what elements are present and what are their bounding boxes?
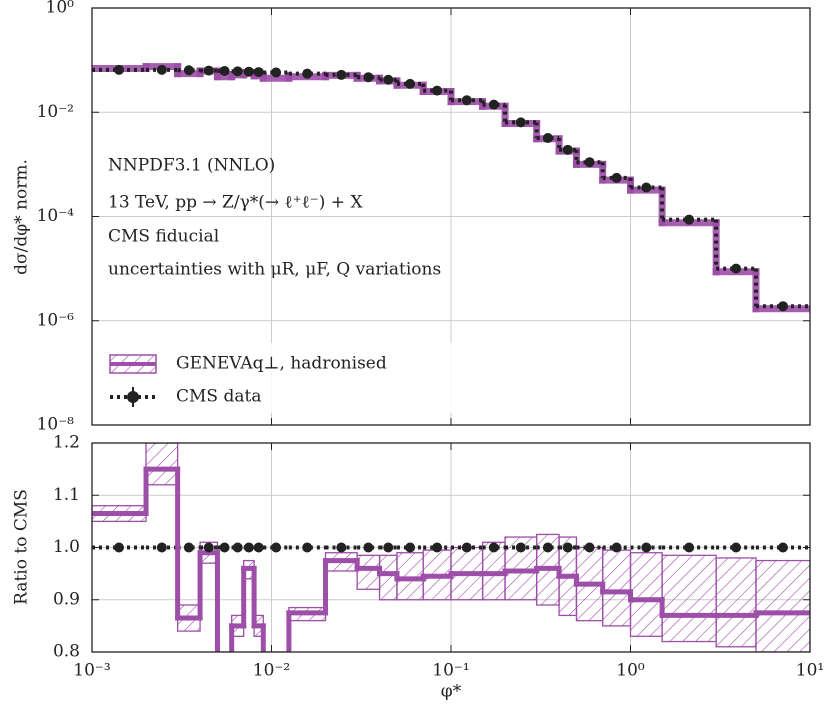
data-point [363,542,374,553]
data-point [432,85,443,96]
data-point [542,133,553,144]
data-point [684,542,695,553]
y-tick-label: 1.2 [53,433,80,453]
data-point [156,64,167,75]
upper-plot [92,8,810,425]
legend-swatch [127,391,139,403]
uncertainty-band [629,552,663,637]
data-point [383,542,394,553]
annotation: NNPDF3.1 (NNLO) [108,156,275,176]
annotation: CMS fiducial [108,227,219,247]
data-point [183,65,194,76]
uncertainty-band [216,651,233,652]
plot-frame [91,7,811,426]
x-tick-label: 10⁻³ [73,661,110,681]
data-point [731,263,742,274]
data-point [336,542,347,553]
data-point [542,542,553,553]
data-point [405,78,416,89]
data-point [461,542,472,553]
uncertainty-band [755,559,810,652]
data-point [271,67,282,78]
data-point [243,542,254,553]
legend-label: GENEVAq⊥, hadronised [176,354,387,374]
annotation: 13 TeV, pp → Z/γ*(→ ℓ⁺ℓ⁻) + X [108,193,363,213]
x-tick-label: 10⁻² [253,661,290,681]
y-axis-title: dσ/dφ* norm. [12,159,32,275]
data-point [271,542,282,553]
data-point [203,542,214,553]
data-point [219,542,230,553]
legend-label: CMS data [176,387,261,407]
y-tick-label: 0.8 [53,642,80,662]
labels: 10⁰ 10⁻² 10⁻⁴ 10⁻⁶ 10⁻⁸ GENEVAq⊥, hadronised C… [37,0,825,681]
y-tick-label: 1.1 [53,485,80,505]
data-point [383,74,394,85]
data-point [584,542,595,553]
data-point [562,144,573,155]
data-point [243,66,254,77]
legend-box [104,343,460,413]
plot-frame [91,442,811,653]
data-point [405,542,416,553]
data-point [114,64,125,75]
data-point [731,542,742,553]
data-point [432,542,443,553]
data-point [336,69,347,80]
data-point [253,542,264,553]
uncertainty-band [661,554,717,643]
uncertainty-band [396,552,424,601]
y-axis-title: Ratio to CMS [12,489,32,605]
data-point [611,542,622,553]
uncertainty-band [356,554,381,590]
data-point [232,542,243,553]
data-point [641,182,652,193]
annotation: uncertainties with μR, μF, Q variations [108,260,441,280]
data-point [203,65,214,76]
data-point [611,172,622,183]
y-tick-label: 10⁻⁴ [37,206,75,226]
data-point [156,542,167,553]
data-point [562,542,573,553]
data-point [114,542,125,553]
data-point [515,542,526,553]
uncertainty-band [715,557,757,648]
data-point [515,117,526,128]
data-point [777,301,788,312]
data-point [777,542,788,553]
uncertainty-band [602,549,632,627]
x-tick-label: 10⁰ [616,661,645,681]
y-tick-label: 10⁻² [37,102,74,122]
data-point [584,157,595,168]
x-tick-label: 10¹ [796,661,824,681]
lower-plot [92,443,810,652]
y-tick-label: 10⁻⁶ [37,310,75,330]
data-point [232,66,243,77]
x-tick-label: 10⁻¹ [432,661,469,681]
uncertainty-band [378,554,398,601]
uncertainty-band [145,443,179,486]
data-point [488,99,499,110]
y-tick-label: 10⁰ [46,0,75,18]
x-axis-title: φ* [441,682,462,702]
data-point [684,214,695,225]
y-tick-label: 10⁻⁸ [37,415,75,435]
data-point [363,72,374,83]
y-tick-label: 1.0 [53,537,80,557]
data-point [488,542,499,553]
data-point [219,65,230,76]
data-point [253,67,264,78]
data-point [302,68,313,79]
data-point [302,542,313,553]
data-point [641,542,652,553]
data-point [183,542,194,553]
data-point [461,95,472,106]
y-tick-label: 0.9 [53,589,80,609]
